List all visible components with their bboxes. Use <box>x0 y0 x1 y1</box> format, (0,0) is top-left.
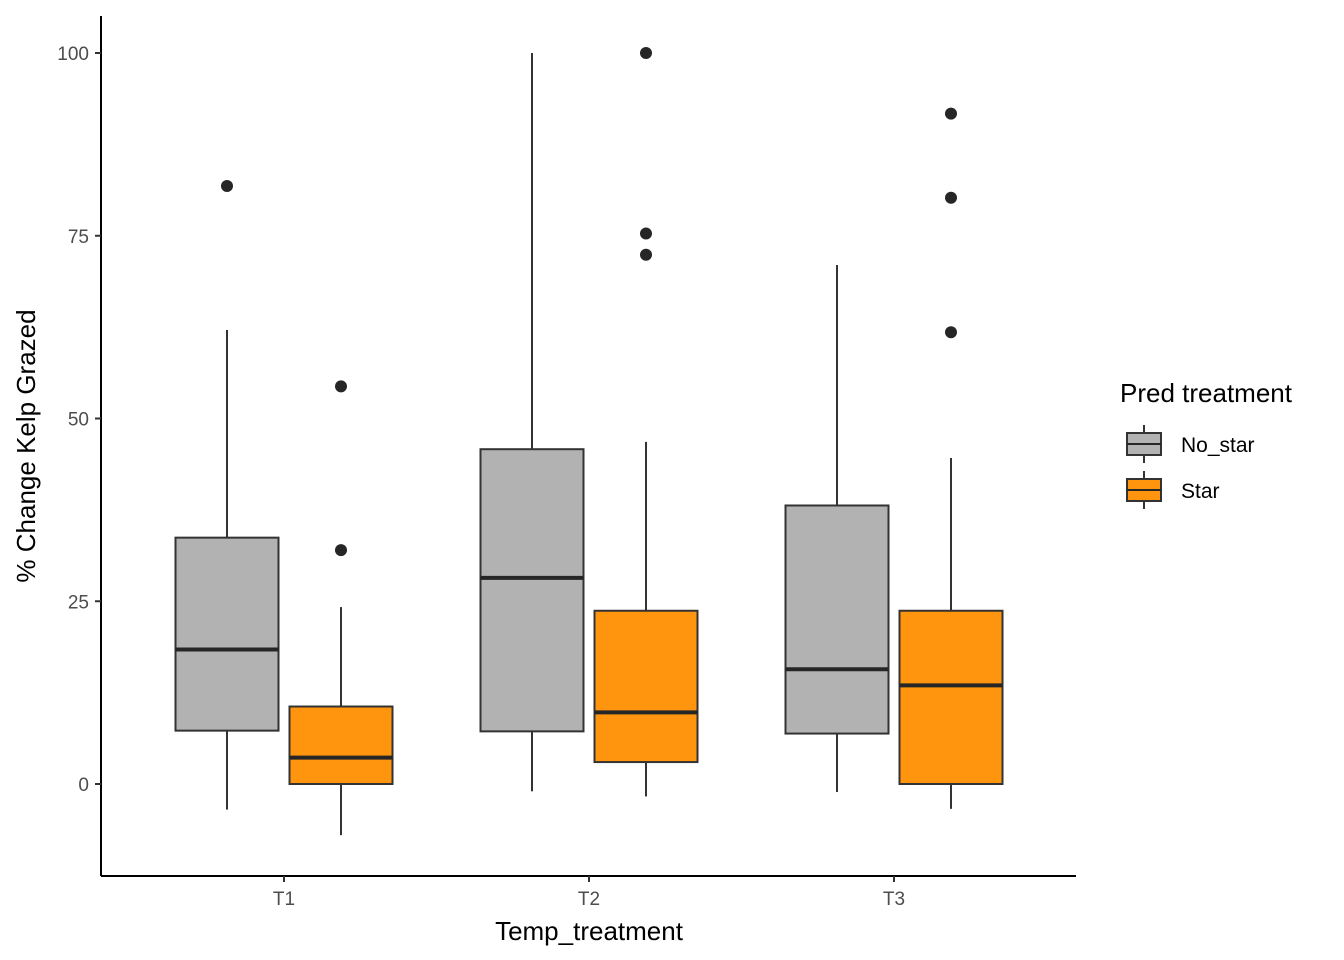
box-body <box>288 705 394 785</box>
legend: Pred treatment No_star Star <box>1120 378 1293 509</box>
box-body <box>898 609 1004 785</box>
legend-key-Star <box>1126 471 1162 509</box>
outlier-point <box>335 544 347 557</box>
box-No_star-T1 <box>174 180 280 810</box>
box-body <box>784 504 890 735</box>
outlier-point <box>221 180 233 193</box>
legend-title: Pred treatment <box>1120 378 1293 408</box>
x-axis-ticks: T1 T2 T3 <box>273 876 905 910</box>
box-Star-T3 <box>898 107 1004 809</box>
x-tick-label: T1 <box>273 889 295 910</box>
x-tick-label: T3 <box>883 889 905 910</box>
box-body <box>593 609 699 764</box>
outlier-point <box>335 380 347 393</box>
outlier-point <box>945 107 957 120</box>
x-axis-title: Temp_treatment <box>495 916 684 946</box>
box-body <box>479 448 585 733</box>
x-tick-label: T2 <box>578 889 600 910</box>
y-tick-label: 25 <box>68 592 89 613</box>
plot-area <box>174 47 1004 836</box>
box-body <box>174 536 280 732</box>
y-tick-label: 0 <box>78 775 89 796</box>
outlier-point <box>640 47 652 59</box>
outlier-point <box>640 248 652 261</box>
legend-label: No_star <box>1181 434 1255 457</box>
legend-label: Star <box>1181 480 1220 503</box>
y-tick-label: 50 <box>68 410 89 431</box>
box-Star-T1 <box>288 380 394 836</box>
y-axis-title: % Change Kelp Grazed <box>11 309 41 582</box>
box-No_star-T2 <box>479 53 585 792</box>
y-tick-label: 75 <box>68 227 89 248</box>
y-axis-ticks: 0 25 50 75 100 <box>57 44 101 796</box>
outlier-point <box>945 326 957 339</box>
box-No_star-T3 <box>784 264 890 793</box>
outlier-point <box>640 227 652 240</box>
box-Star-T2 <box>593 47 699 797</box>
y-tick-label: 100 <box>57 44 89 65</box>
outlier-point <box>945 191 957 204</box>
legend-key-No_star <box>1126 425 1162 463</box>
